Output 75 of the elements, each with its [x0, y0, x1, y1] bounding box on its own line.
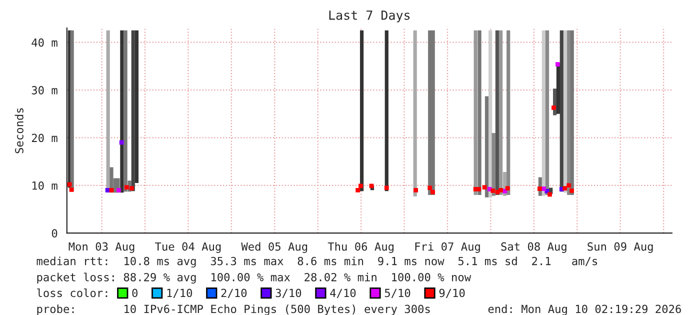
text: median rtt: 10.8 ms avg 35.3 ms max 8.6 ms min 9.1 ms now 5.1 ms sd 2.1 am/s [36, 256, 598, 268]
bar [570, 30, 574, 195]
point [552, 105, 556, 110]
point [498, 188, 503, 192]
point [69, 188, 74, 192]
bar [70, 30, 74, 192]
point [124, 185, 129, 190]
legend-label: 5/10 [384, 288, 410, 298]
bar [131, 30, 135, 192]
x-tick-label: Wed 05 Aug [241, 242, 308, 253]
bar [360, 30, 364, 192]
bar [431, 30, 435, 195]
text: probe: 10 IPv6-ICMP Echo Pings (500 Bytes) every 300s [37, 304, 430, 315]
point [476, 187, 482, 192]
y-tick-label: 30 m [32, 86, 58, 94]
point [482, 185, 487, 190]
x-tick-label: Mon 03 Aug [68, 242, 134, 253]
point [116, 188, 121, 192]
point [505, 186, 510, 190]
point [358, 184, 363, 188]
legend-label: 0 [132, 288, 138, 298]
x-tick-label: Tue 04 Aug [155, 242, 221, 253]
x-tick-label: Sat 08 Aug [501, 242, 566, 253]
bar [413, 30, 417, 196]
legend-label: 1/10 [167, 288, 192, 298]
point [555, 62, 560, 66]
legend-label: 4/10 [330, 288, 356, 298]
y-tick-label: 40 m [32, 38, 58, 47]
legend-label: 9/10 [439, 288, 465, 298]
bar [474, 30, 478, 195]
x-tick-label: Sun 09 Aug [588, 242, 653, 253]
bar [428, 30, 432, 195]
bar [492, 132, 496, 196]
x-tick-label: Fri 07 Aug [415, 242, 480, 253]
bar [478, 30, 482, 195]
point [414, 188, 418, 192]
bar [506, 30, 510, 195]
legend-title: loss color: [37, 288, 108, 298]
text: end: Mon Aug 10 02:19:29 2026 [488, 304, 681, 315]
point [548, 192, 552, 197]
point [537, 186, 542, 191]
point [119, 140, 124, 145]
point [109, 188, 114, 192]
point [541, 186, 546, 191]
legend-label: 3/10 [276, 288, 302, 298]
bar [567, 30, 571, 195]
y-tick-label: 10 m [32, 181, 58, 190]
bar [124, 30, 128, 192]
bar [545, 30, 550, 195]
bar [484, 96, 489, 198]
bar [488, 30, 492, 198]
point [428, 186, 432, 190]
bar [120, 30, 124, 193]
y-axis-title: Seconds [14, 108, 24, 154]
bar [542, 30, 546, 196]
point [562, 186, 568, 190]
y-tick-label: 0 [52, 229, 58, 238]
point [490, 188, 496, 193]
chart-title: Last 7 Days [329, 10, 410, 22]
bar [498, 30, 503, 195]
legend-label: 2/10 [221, 288, 247, 298]
point [430, 190, 435, 194]
bar [563, 30, 568, 193]
point [570, 188, 574, 193]
bar [384, 30, 388, 192]
x-tick-label: Thu 06 Aug [328, 242, 394, 253]
bar [134, 30, 139, 184]
point [356, 188, 360, 192]
point [384, 186, 389, 190]
point [105, 188, 110, 192]
text: packet loss: 88.29 % avg 100.00 % max 28.02 % min 100.00 % now [37, 272, 472, 284]
point [566, 183, 572, 188]
point [129, 186, 134, 190]
y-tick-label: 20 m [32, 134, 58, 142]
bar [495, 30, 499, 195]
